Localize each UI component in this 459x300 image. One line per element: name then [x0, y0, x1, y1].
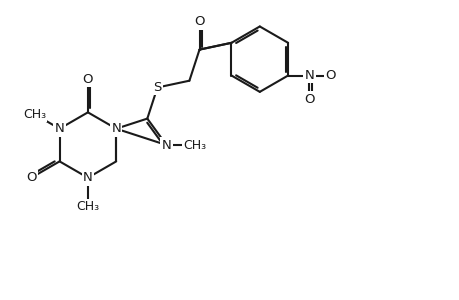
Text: CH₃: CH₃: [183, 139, 207, 152]
Text: CH₃: CH₃: [23, 108, 46, 121]
Text: O: O: [194, 15, 204, 28]
Text: O: O: [83, 73, 93, 86]
Text: N: N: [304, 69, 313, 82]
Text: N: N: [83, 171, 93, 184]
Text: CH₃: CH₃: [76, 200, 99, 213]
Text: O: O: [303, 92, 314, 106]
Text: O: O: [325, 69, 335, 82]
Text: N: N: [111, 122, 121, 135]
Text: S: S: [153, 81, 161, 94]
Text: N: N: [55, 122, 64, 135]
Text: N: N: [161, 139, 171, 152]
Text: O: O: [26, 171, 36, 184]
